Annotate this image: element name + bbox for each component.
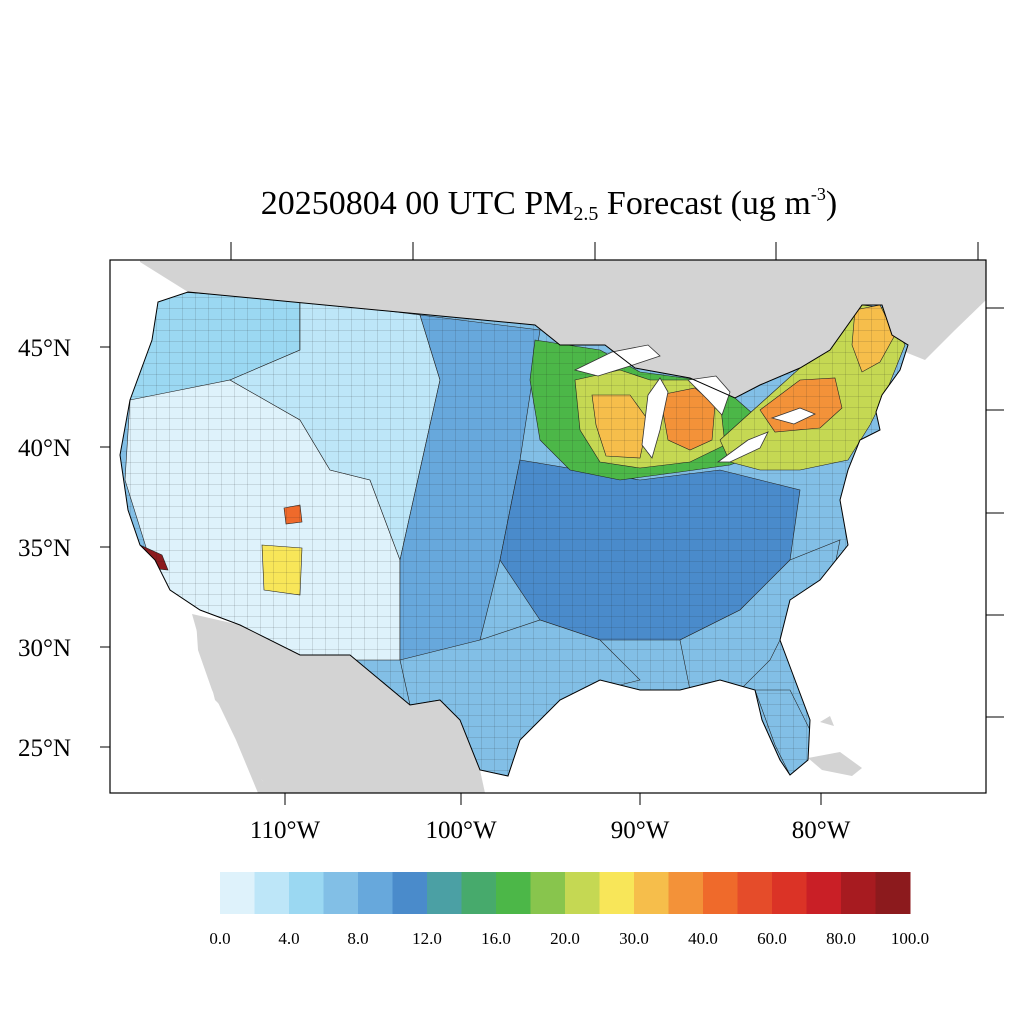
colorbar-tick-label: 40.0 [688, 929, 718, 948]
lake-michigan [641, 377, 669, 459]
colorbar-box [496, 872, 531, 914]
colorbar-box [461, 872, 497, 914]
colorbar-box [772, 872, 807, 914]
lat-label-30n: 30°N [18, 635, 72, 662]
lon-label-110w: 110°W [249, 817, 321, 844]
colorbar-box [358, 872, 393, 914]
colorbar-box [737, 872, 773, 914]
title-prefix: 20250804 00 UTC PM [260, 185, 574, 222]
lake-huron [687, 375, 731, 416]
mexico-land [192, 614, 485, 793]
baja-land [196, 620, 272, 793]
title-superscript: -3 [810, 184, 826, 204]
lake-ontario [770, 407, 816, 425]
lon-label-80w: 80°W [791, 817, 851, 844]
colorbar-tick-label: 4.0 [278, 929, 300, 948]
colorbar [220, 872, 911, 914]
colorbar-box [392, 872, 428, 914]
title-suffix: ) [825, 185, 838, 222]
bahamas-land [820, 716, 834, 726]
colorbar-box [875, 872, 911, 914]
colorbar-box [323, 872, 359, 914]
us-pm25-field [120, 292, 908, 776]
colorbar-tick-label: 30.0 [619, 929, 649, 948]
map-frame [109, 259, 987, 794]
colorbar-tick-label: 60.0 [757, 929, 787, 948]
title-subscript: 2.5 [573, 203, 599, 225]
colorbar-box [427, 872, 462, 914]
lake-superior [573, 344, 661, 377]
lat-label-35n: 35°N [18, 535, 72, 562]
cuba-land [808, 752, 862, 776]
colorbar-tick-label: 0.0 [209, 929, 231, 948]
colorbar-box [254, 872, 290, 914]
colorbar-box [668, 872, 704, 914]
colorbar-box [634, 872, 669, 914]
colorbar-box [220, 872, 255, 914]
colorbar-box [806, 872, 842, 914]
colorbar-tick-label: 12.0 [412, 929, 442, 948]
colorbar-box [565, 872, 600, 914]
title-middle: Forecast (ug m [598, 185, 811, 222]
neighbor-land [140, 260, 986, 793]
nova-scotia-land [910, 288, 986, 345]
colorbar-box [841, 872, 876, 914]
lat-label-40n: 40°N [18, 435, 72, 462]
colorbar-box [289, 872, 324, 914]
colorbar-box [599, 872, 635, 914]
colorbar-tick-label: 16.0 [481, 929, 511, 948]
colorbar-tick-label: 20.0 [550, 929, 580, 948]
lon-label-90w: 90°W [610, 817, 670, 844]
map-title: 20250804 00 UTC PM2.5 Forecast (ug m-3) [0, 184, 1024, 226]
lat-label-45n: 45°N [18, 335, 72, 362]
colorbar-tick-label: 100.0 [890, 929, 930, 948]
colorbar-box [703, 872, 738, 914]
great-lakes [573, 344, 816, 463]
lake-erie [716, 431, 769, 463]
lon-label-100w: 100°W [425, 817, 497, 844]
canada-land [140, 260, 986, 398]
lat-label-25n: 25°N [18, 735, 72, 762]
colorbar-box [530, 872, 566, 914]
map-ticks [100, 242, 1004, 805]
colorbar-tick-label: 80.0 [826, 929, 856, 948]
colorbar-tick-label: 8.0 [347, 929, 369, 948]
